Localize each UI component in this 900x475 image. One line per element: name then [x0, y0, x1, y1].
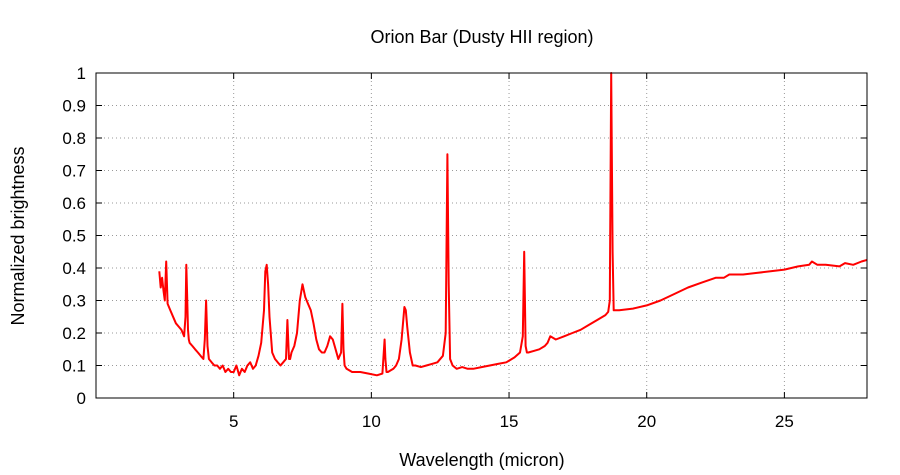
y-tick-label: 0.6: [62, 194, 86, 213]
y-tick-label: 0.8: [62, 129, 86, 148]
y-tick-label: 0.2: [62, 324, 86, 343]
spectrum-line: [158, 72, 868, 377]
x-tick-label: 5: [229, 412, 238, 431]
series-group: [158, 72, 868, 377]
y-tick-label: 0: [77, 389, 86, 408]
plot-frame: [95, 72, 868, 399]
chart-title: Orion Bar (Dusty HII region): [370, 27, 593, 47]
x-tick-label: 15: [500, 412, 519, 431]
y-tick-label: 0.3: [62, 292, 86, 311]
y-tick-label: 0.7: [62, 162, 86, 181]
x-tick-label: 20: [637, 412, 656, 431]
y-axis-label: Normalized brightness: [8, 146, 28, 325]
y-tick-label: 1: [77, 64, 86, 83]
y-tick-label: 0.5: [62, 227, 86, 246]
grid: [96, 73, 867, 398]
y-tick-label: 0.9: [62, 97, 86, 116]
y-tick-label: 0.1: [62, 357, 86, 376]
axis-ticks: [96, 72, 867, 399]
y-tick-label: 0.4: [62, 259, 86, 278]
x-axis-label: Wavelength (micron): [399, 450, 564, 470]
x-tick-label: 10: [362, 412, 381, 431]
tick-labels: 00.10.20.30.40.50.60.70.80.915 10 15 20 25: [62, 64, 793, 431]
x-tick-label: 25: [775, 412, 794, 431]
